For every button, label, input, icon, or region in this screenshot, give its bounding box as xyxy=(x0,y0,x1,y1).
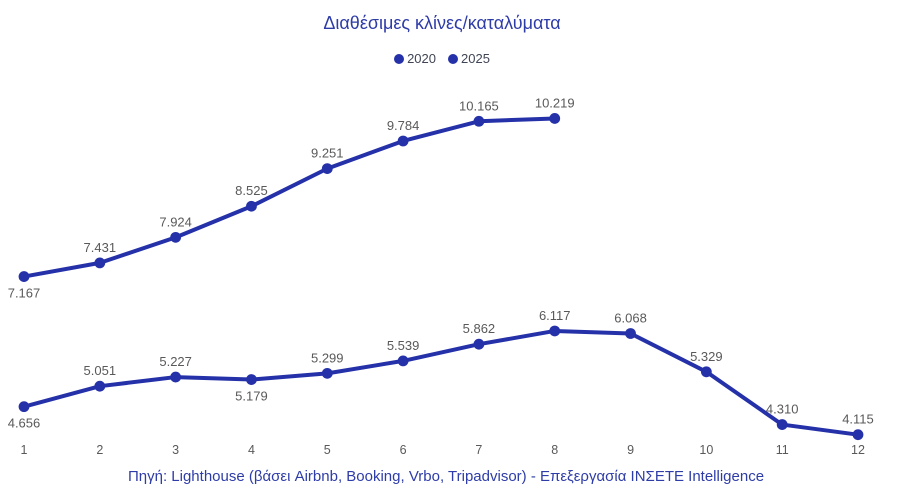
series-2025-point xyxy=(170,231,182,243)
series-2025-point xyxy=(397,135,409,147)
series-2020-line xyxy=(22,328,860,437)
series-2025-data-label: 7.167 xyxy=(8,286,41,301)
x-axis-tick-label: 6 xyxy=(400,443,407,457)
series-2020-data-label: 6.117 xyxy=(539,308,571,323)
x-axis-tick-label: 5 xyxy=(324,443,331,457)
series-2025-point xyxy=(246,200,257,212)
legend-item-2025: 2025 xyxy=(448,51,490,66)
series-2020-point xyxy=(170,371,182,383)
legend-swatch-icon xyxy=(448,53,458,64)
series-2025-point xyxy=(473,115,485,127)
x-axis-tick-label: 12 xyxy=(851,443,865,457)
series-2020-point xyxy=(700,366,712,378)
series-2020-data-label: 6.068 xyxy=(614,311,647,326)
x-axis-tick-label: 10 xyxy=(699,443,713,457)
source-note: Πηγή: Lighthouse (βάσει Airbnb, Booking,… xyxy=(127,468,765,485)
series-2020-point xyxy=(94,380,106,392)
series-2020-point xyxy=(852,429,864,441)
x-axis-tick-label: 11 xyxy=(776,443,789,457)
series-2025-point xyxy=(94,257,106,269)
series-2025-point xyxy=(321,163,333,175)
x-axis-tick-label: 3 xyxy=(172,443,179,457)
series-2020-point xyxy=(549,325,561,337)
series-2020-point xyxy=(246,374,257,385)
series-2020-data-label: 4.310 xyxy=(766,402,799,417)
series-2020-data-label: 5.179 xyxy=(235,389,268,404)
series-2020-point xyxy=(397,355,409,367)
series-2025-line xyxy=(22,116,557,279)
series-2025-data-label: 8.525 xyxy=(235,183,268,198)
series-2020-point xyxy=(625,328,636,339)
x-axis-tick-label: 4 xyxy=(248,443,255,457)
series-2025-data-label: 9.784 xyxy=(387,118,420,133)
x-axis-tick-label: 9 xyxy=(627,443,634,457)
series-2020-data-label: 5.299 xyxy=(311,350,344,365)
series-2025-data-label: 7.431 xyxy=(84,240,117,255)
series-2020-point xyxy=(321,367,333,379)
series-2020-data-label: 5.227 xyxy=(159,354,192,369)
x-axis-tick-label: 7 xyxy=(475,443,482,457)
series-2020-point xyxy=(776,419,788,430)
legend: 2020 2025 xyxy=(0,51,884,66)
series-2020-data-label: 5.329 xyxy=(690,349,723,364)
series-2025-data-label: 9.251 xyxy=(311,146,344,161)
series-2025-data-label: 10.219 xyxy=(535,95,575,110)
series-2020-data-label: 5.051 xyxy=(84,363,117,378)
series-2025-data-label: 10.165 xyxy=(459,98,499,113)
series-2020-data-label: 4.115 xyxy=(842,412,874,427)
legend-label: 2020 xyxy=(407,51,436,66)
legend-swatch-icon xyxy=(394,53,405,64)
series-2020-point xyxy=(18,401,30,413)
series-2020-data-label: 5.539 xyxy=(387,338,420,353)
x-axis-tick-label: 8 xyxy=(551,443,558,457)
x-axis-tick-label: 1 xyxy=(21,443,28,457)
series-2020-data-label: 4.656 xyxy=(8,416,41,431)
chart-title: Διαθέσιμες κλίνες/καταλύματα xyxy=(323,13,561,33)
series-2025-data-label: 7.924 xyxy=(159,214,192,229)
series-2025-point xyxy=(549,113,561,124)
legend-item-2020: 2020 xyxy=(394,51,436,66)
series-2020-point xyxy=(473,338,485,350)
series-2020-data-label: 5.862 xyxy=(463,321,496,336)
x-axis-tick-label: 2 xyxy=(96,443,103,457)
legend-label: 2025 xyxy=(461,51,490,66)
series-2025-point xyxy=(18,271,30,282)
